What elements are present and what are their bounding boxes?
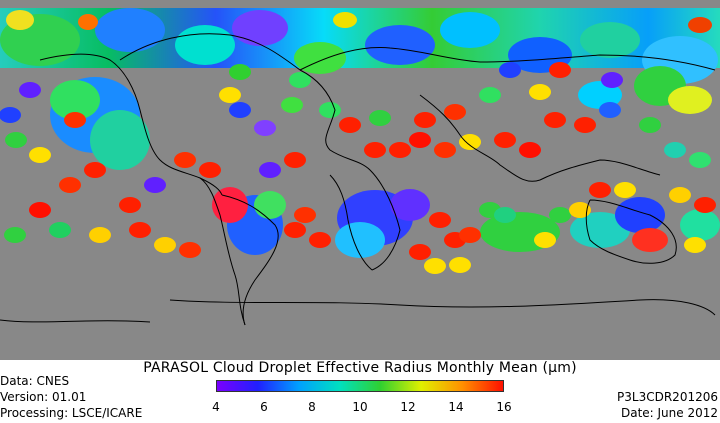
retrieval-footprints [0, 62, 716, 274]
colorbar-tick-label: 10 [352, 400, 368, 414]
retrieval-footprint [0, 107, 21, 123]
retrieval-footprint [144, 177, 166, 193]
retrieval-footprint [259, 162, 281, 178]
retrieval-footprint [574, 117, 596, 133]
retrieval-footprint [319, 102, 341, 118]
product-id-label: P3L3CDR201206 [617, 390, 718, 404]
colorbar-tick-label: 16 [496, 400, 512, 414]
retrieval-footprint [549, 207, 571, 223]
retrieval-footprint [499, 62, 521, 78]
processing-label: Processing: LSCE/ICARE [0, 406, 143, 420]
version-label: Version: 01.01 [0, 390, 87, 404]
cloud-droplet-map [0, 0, 720, 360]
retrieval-footprint [479, 87, 501, 103]
retrieval-footprint [544, 112, 566, 128]
retrieval-footprint [639, 117, 661, 133]
coastlines [0, 33, 716, 326]
retrieval-footprint [429, 212, 451, 228]
retrieval-footprint [229, 64, 251, 80]
retrieval-footprint [669, 187, 691, 203]
retrieval-footprint [284, 222, 306, 238]
retrieval-footprint [49, 222, 71, 238]
colorbar [216, 380, 504, 392]
northern-cloud-band [0, 8, 720, 114]
retrieval-footprint [529, 84, 551, 100]
retrieval-footprint [694, 197, 716, 213]
retrieval-footprint [5, 132, 27, 148]
retrieval-footprint [129, 222, 151, 238]
colorbar-tick-label: 6 [260, 400, 268, 414]
retrieval-footprint [119, 197, 141, 213]
retrieval-footprint [569, 202, 591, 218]
retrieval-footprint [364, 142, 386, 158]
retrieval-footprint [409, 244, 431, 260]
retrieval-footprint [424, 258, 446, 274]
retrieval-footprint [254, 120, 276, 136]
retrieval-footprint [64, 112, 86, 128]
retrieval-footprint [494, 132, 516, 148]
retrieval-footprint [229, 102, 251, 118]
date-label: Date: June 2012 [620, 406, 718, 420]
data-source-label: Data: CNES [0, 374, 70, 388]
retrieval-footprint [174, 152, 196, 168]
retrieval-footprint [59, 177, 81, 193]
retrieval-footprint [449, 257, 471, 273]
retrieval-footprint [589, 182, 611, 198]
retrieval-footprint [389, 142, 411, 158]
colorbar-tick-label: 12 [400, 400, 416, 414]
retrieval-footprint [4, 227, 26, 243]
retrieval-footprint [684, 237, 706, 253]
retrieval-footprint [549, 62, 571, 78]
colorbar-tick-label: 4 [212, 400, 220, 414]
retrieval-footprint [19, 82, 41, 98]
retrieval-footprint [89, 227, 111, 243]
retrieval-footprint [519, 142, 541, 158]
retrieval-footprint [434, 142, 456, 158]
retrieval-footprint [29, 147, 51, 163]
retrieval-footprint [284, 152, 306, 168]
retrieval-footprint [294, 207, 316, 223]
retrieval-footprint [179, 242, 201, 258]
retrieval-footprint [459, 227, 481, 243]
retrieval-footprint [494, 207, 516, 223]
retrieval-footprint [309, 232, 331, 248]
retrieval-footprint [199, 162, 221, 178]
retrieval-footprint [289, 72, 311, 88]
map-title: PARASOL Cloud Droplet Effective Radius M… [143, 360, 577, 376]
retrieval-footprint [29, 202, 51, 218]
retrieval-footprint [414, 112, 436, 128]
retrieval-footprint [409, 132, 431, 148]
colorbar-tick-label: 8 [308, 400, 316, 414]
retrieval-footprint [154, 237, 176, 253]
retrieval-footprint [339, 117, 361, 133]
retrieval-footprint [459, 134, 481, 150]
retrieval-footprint [664, 142, 686, 158]
map-canvas [0, 8, 720, 326]
retrieval-footprint [599, 102, 621, 118]
retrieval-footprint [84, 162, 106, 178]
retrieval-footprint [689, 152, 711, 168]
retrieval-footprint [369, 110, 391, 126]
retrieval-footprint [601, 72, 623, 88]
colorbar-tick-label: 14 [448, 400, 464, 414]
retrieval-footprint [281, 97, 303, 113]
retrieval-footprint [444, 104, 466, 120]
retrieval-footprint [534, 232, 556, 248]
retrieval-footprint [219, 87, 241, 103]
retrieval-footprint [614, 182, 636, 198]
